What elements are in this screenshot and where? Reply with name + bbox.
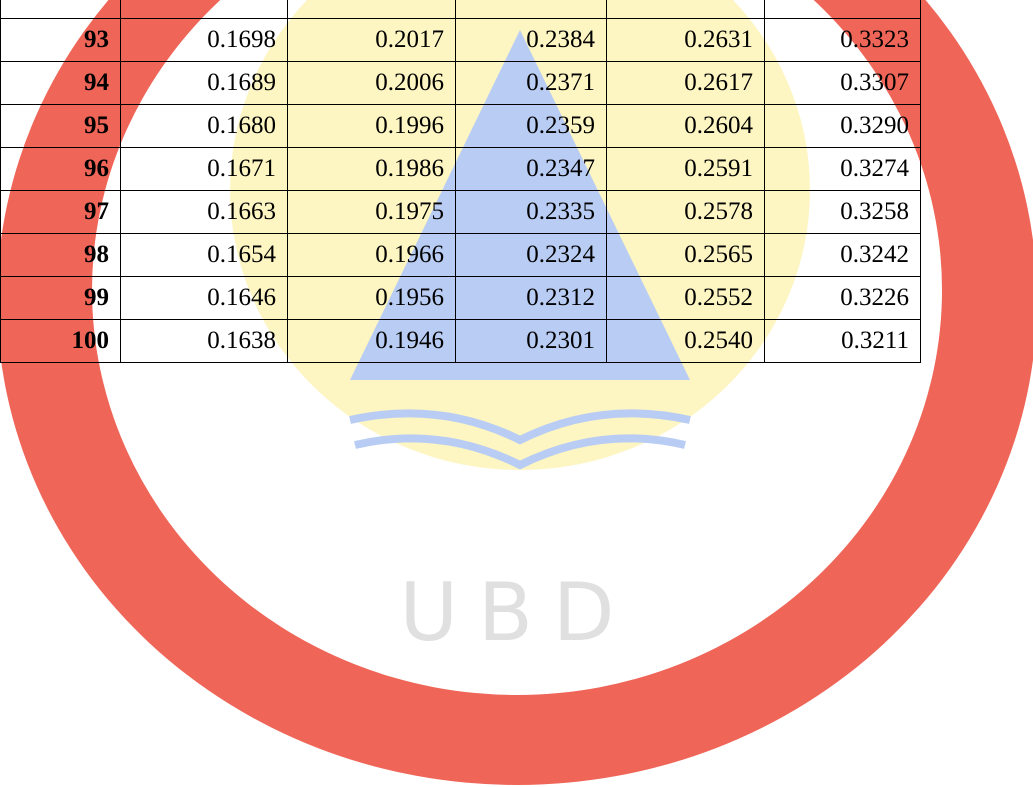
value-cell: 0.2371 bbox=[455, 61, 607, 105]
value-cell: 0.3323 bbox=[764, 18, 921, 62]
value-cell: 0.2565 bbox=[606, 233, 765, 277]
row-key: 97 bbox=[0, 190, 121, 234]
value-cell: 0.2006 bbox=[287, 61, 456, 105]
cell bbox=[455, 0, 607, 19]
partial-row bbox=[0, 0, 921, 19]
value-cell: 0.1946 bbox=[287, 319, 456, 363]
table-row: 98 0.1654 0.1966 0.2324 0.2565 0.3242 bbox=[0, 233, 921, 277]
row-key: 94 bbox=[0, 61, 121, 105]
value-cell: 0.3211 bbox=[764, 319, 921, 363]
value-cell: 0.1956 bbox=[287, 276, 456, 320]
value-cell: 0.1689 bbox=[120, 61, 288, 105]
row-key: 99 bbox=[0, 276, 121, 320]
value-cell: 0.2301 bbox=[455, 319, 607, 363]
value-cell: 0.1975 bbox=[287, 190, 456, 234]
value-cell: 0.2591 bbox=[606, 147, 765, 191]
value-cell: 0.3274 bbox=[764, 147, 921, 191]
value-cell: 0.2359 bbox=[455, 104, 607, 148]
value-cell: 0.2384 bbox=[455, 18, 607, 62]
value-cell: 0.3290 bbox=[764, 104, 921, 148]
value-cell: 0.3258 bbox=[764, 190, 921, 234]
value-cell: 0.2552 bbox=[606, 276, 765, 320]
value-cell: 0.2631 bbox=[606, 18, 765, 62]
seal-book bbox=[349, 409, 691, 470]
table-row: 93 0.1698 0.2017 0.2384 0.2631 0.3323 bbox=[0, 18, 921, 62]
table-row: 96 0.1671 0.1986 0.2347 0.2591 0.3274 bbox=[0, 147, 921, 191]
value-cell: 0.3307 bbox=[764, 61, 921, 105]
watermark-text: UBD bbox=[399, 566, 634, 659]
value-cell: 0.2324 bbox=[455, 233, 607, 277]
table-row: 97 0.1663 0.1975 0.2335 0.2578 0.3258 bbox=[0, 190, 921, 234]
value-cell: 0.1698 bbox=[120, 18, 288, 62]
value-cell: 0.1646 bbox=[120, 276, 288, 320]
value-cell: 0.1671 bbox=[120, 147, 288, 191]
data-table: 93 0.1698 0.2017 0.2384 0.2631 0.3323 94 0.1689… bbox=[0, 0, 921, 363]
row-key: 96 bbox=[0, 147, 121, 191]
cell bbox=[606, 0, 765, 19]
value-cell: 0.1663 bbox=[120, 190, 288, 234]
value-cell: 0.2617 bbox=[606, 61, 765, 105]
table-row: 94 0.1689 0.2006 0.2371 0.2617 0.3307 bbox=[0, 61, 921, 105]
value-cell: 0.1996 bbox=[287, 104, 456, 148]
value-cell: 0.2604 bbox=[606, 104, 765, 148]
table-row: 99 0.1646 0.1956 0.2312 0.2552 0.3226 bbox=[0, 276, 921, 320]
value-cell: 0.1680 bbox=[120, 104, 288, 148]
cell bbox=[287, 0, 456, 19]
value-cell: 0.1986 bbox=[287, 147, 456, 191]
value-cell: 0.1966 bbox=[287, 233, 456, 277]
cell bbox=[764, 0, 921, 19]
value-cell: 0.3242 bbox=[764, 233, 921, 277]
value-cell: 0.2347 bbox=[455, 147, 607, 191]
value-cell: 0.2335 bbox=[455, 190, 607, 234]
value-cell: 0.2540 bbox=[606, 319, 765, 363]
value-cell: 0.2312 bbox=[455, 276, 607, 320]
value-cell: 0.1638 bbox=[120, 319, 288, 363]
row-key: 95 bbox=[0, 104, 121, 148]
row-key: 98 bbox=[0, 233, 121, 277]
cell bbox=[0, 0, 121, 19]
table-row: 100 0.1638 0.1946 0.2301 0.2540 0.3211 bbox=[0, 319, 921, 363]
cell bbox=[120, 0, 288, 19]
table-body: 93 0.1698 0.2017 0.2384 0.2631 0.3323 94 0.1689… bbox=[0, 0, 921, 363]
value-cell: 0.2578 bbox=[606, 190, 765, 234]
value-cell: 0.1654 bbox=[120, 233, 288, 277]
value-cell: 0.3226 bbox=[764, 276, 921, 320]
value-cell: 0.2017 bbox=[287, 18, 456, 62]
table-row: 95 0.1680 0.1996 0.2359 0.2604 0.3290 bbox=[0, 104, 921, 148]
row-key: 93 bbox=[0, 18, 121, 62]
row-key: 100 bbox=[0, 319, 121, 363]
